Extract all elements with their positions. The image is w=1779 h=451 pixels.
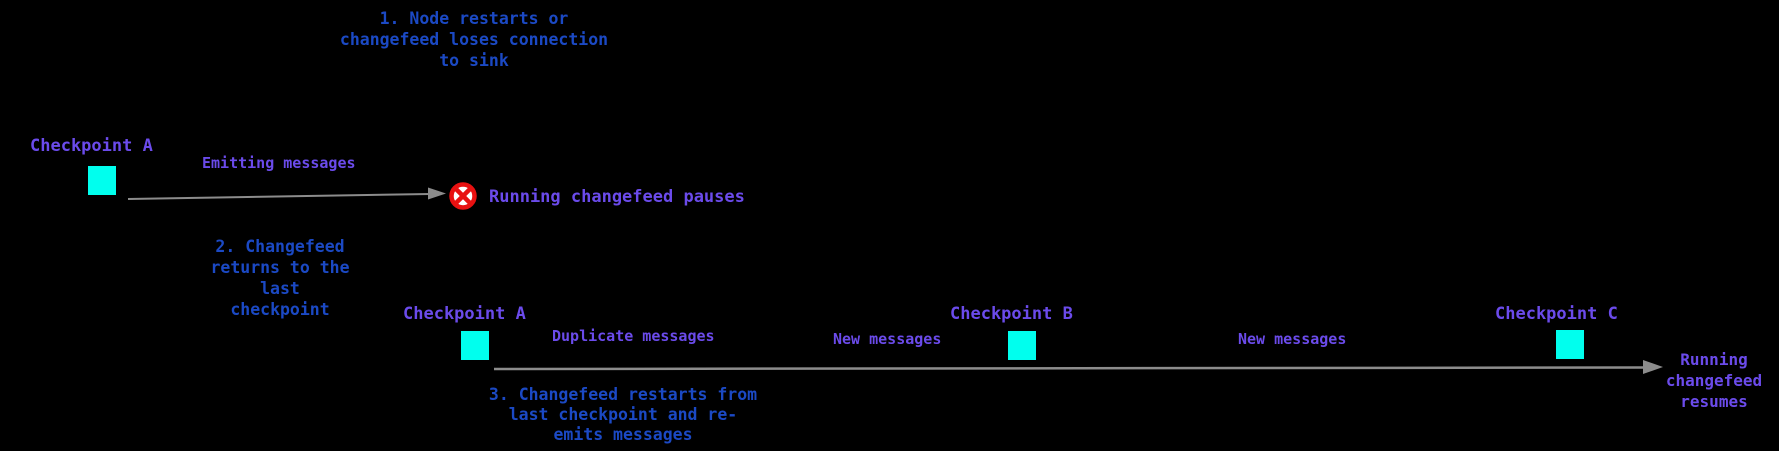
timeline-2-arrowhead [1643,360,1663,374]
step-2-note: 2. Changefeed returns to the last checkp… [210,237,350,319]
timeline1-checkpoint-a-label: Checkpoint A [30,136,153,156]
timeline2-checkpoint-c-marker [1556,330,1584,359]
timeline2-checkpoint-a-marker [461,331,489,360]
timeline2-checkpoint-b-marker [1008,331,1036,360]
timeline-2-arrow-line [493,366,1646,371]
timeline2-checkpoint-c-label: Checkpoint C [1495,304,1618,324]
pause-cancel-icon [449,182,477,210]
new-messages-label-1: New messages [833,330,942,348]
pause-icon-x-stroke-2 [453,186,473,206]
duplicate-messages-label: Duplicate messages [552,327,715,345]
timeline-1-arrowhead [428,187,446,200]
new-messages-label-2: New messages [1238,330,1347,348]
timeline2-checkpoint-a-label: Checkpoint A [403,304,526,324]
timeline1-checkpoint-a-marker [88,166,116,195]
step-1-note: 1. Node restarts or changefeed loses con… [339,9,609,70]
emitting-messages-label: Emitting messages [202,154,356,172]
step-3-note: 3. Changefeed restarts from last checkpo… [488,385,758,444]
timeline2-checkpoint-b-label: Checkpoint B [950,304,1073,324]
running-changefeed-resumes-label: Running changefeed resumes [1665,350,1763,411]
timeline-1-arrow-line [127,193,431,200]
running-changefeed-pauses-label: Running changefeed pauses [489,187,745,207]
